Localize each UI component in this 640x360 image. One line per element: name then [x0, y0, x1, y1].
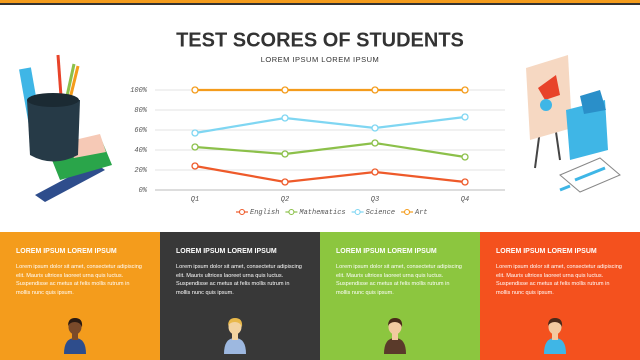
data-point — [461, 153, 469, 161]
series-line — [194, 115, 466, 135]
data-point — [191, 143, 199, 151]
legend-label: Art — [414, 209, 428, 217]
panel-title: LOREM IPSUM LOREM IPSUM — [336, 248, 437, 255]
data-point — [281, 150, 289, 158]
illustration-right — [526, 55, 621, 193]
person-icon — [544, 318, 566, 354]
panel-title: LOREM IPSUM LOREM IPSUM — [176, 248, 277, 255]
data-point — [461, 113, 469, 121]
y-tick-label: 20% — [134, 167, 147, 175]
data-point — [191, 162, 199, 170]
data-point — [461, 86, 469, 94]
panel-text: Lorem ipsum dolor sit amet, consectetur … — [176, 264, 302, 296]
legend-label: English — [250, 209, 279, 217]
data-point — [371, 168, 379, 176]
x-tick-label: Q1 — [191, 196, 199, 204]
info-panel: LOREM IPSUM LOREM IPSUM Lorem ipsum dolor… — [0, 232, 160, 360]
series-line — [194, 141, 466, 159]
info-panel: LOREM IPSUM LOREM IPSUM Lorem ipsum dolor… — [160, 232, 320, 360]
panel-text: Lorem ipsum dolor sit amet, consectetur … — [496, 264, 622, 296]
y-tick-label: 100% — [130, 87, 148, 95]
data-point — [281, 114, 289, 122]
data-point — [371, 124, 379, 132]
panel-title: LOREM IPSUM LOREM IPSUM — [496, 248, 597, 255]
person-icon — [224, 318, 246, 354]
chart: TEST SCORES OF STUDENTS LOREM IPSUM LORE… — [0, 0, 640, 217]
legend-marker — [354, 208, 361, 216]
data-point — [371, 139, 379, 147]
x-tick-label: Q4 — [461, 196, 469, 204]
panel-title: LOREM IPSUM LOREM IPSUM — [16, 248, 117, 255]
legend-marker — [403, 208, 411, 216]
chart-title: TEST SCORES OF STUDENTS — [176, 29, 464, 51]
data-point — [191, 129, 199, 137]
y-tick-label: 80% — [134, 107, 147, 115]
top-stripe — [0, 0, 640, 3]
series-line — [194, 164, 466, 184]
y-tick-label: 40% — [134, 147, 147, 155]
y-tick-label: 0% — [139, 187, 148, 195]
y-tick-label: 60% — [134, 127, 147, 135]
data-point — [281, 178, 289, 186]
data-point — [191, 86, 199, 94]
panel-text: Lorem ipsum dolor sit amet, consectetur … — [336, 264, 462, 296]
legend-marker — [238, 208, 246, 216]
x-tick-label: Q2 — [281, 196, 289, 204]
x-tick-label: Q3 — [371, 196, 379, 204]
data-point — [371, 86, 379, 94]
top-stripe — [0, 3, 640, 5]
data-point — [461, 178, 469, 186]
info-panel: LOREM IPSUM LOREM IPSUM Lorem ipsum dolor… — [480, 232, 640, 360]
chart-subtitle: LOREM IPSUM LOREM IPSUM — [261, 55, 380, 64]
legend: English Mathematics Science Art — [236, 209, 428, 217]
panel-text: Lorem ipsum dolor sit amet, consectetur … — [16, 264, 142, 296]
data-point — [281, 86, 289, 94]
person-icon — [64, 318, 86, 354]
legend-marker — [288, 208, 295, 216]
person-icon — [384, 318, 406, 354]
info-panel: LOREM IPSUM LOREM IPSUM Lorem ipsum dolor… — [320, 232, 480, 360]
illustration-left — [19, 54, 112, 202]
legend-label: Mathematics — [299, 209, 345, 217]
legend-label: Science — [366, 209, 395, 217]
